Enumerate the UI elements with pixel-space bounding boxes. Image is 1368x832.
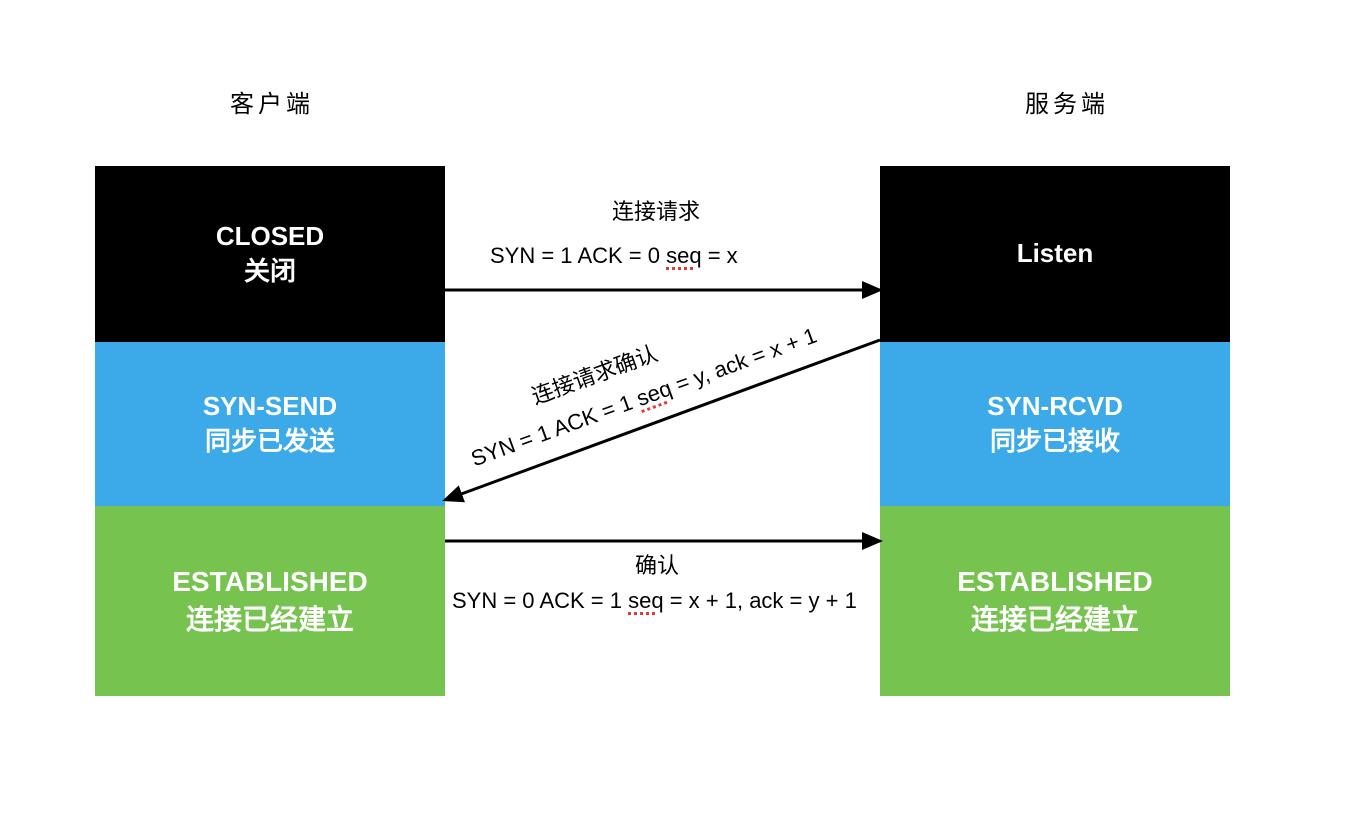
state-label-line2: 同步已接收	[990, 424, 1120, 459]
msg3-detail: SYN = 0 ACK = 1 seq = x + 1, ack = y + 1	[452, 588, 857, 614]
msg3-detail-pre: SYN = 0 ACK = 1	[452, 588, 628, 613]
msg1-detail-pre: SYN = 1 ACK = 0	[490, 243, 666, 268]
arrow-msg2	[445, 340, 880, 500]
msg1-title: 连接请求	[612, 194, 700, 226]
state-label-line1: ESTABLISHED	[172, 563, 368, 601]
msg3-title: 确认	[635, 548, 679, 580]
msg1-detail: SYN = 1 ACK = 0 seq = x	[490, 243, 738, 269]
server-state-listen: Listen	[880, 166, 1230, 342]
state-label-line2: 同步已发送	[205, 424, 335, 459]
state-label-line2: 关闭	[244, 254, 296, 289]
client-state-synsend: SYN-SEND 同步已发送	[95, 342, 445, 506]
msg3-detail-post: = x + 1, ack = y + 1	[664, 588, 857, 613]
state-label-line1: CLOSED	[216, 219, 324, 254]
msg1-seq-word: seq	[666, 243, 701, 268]
client-state-established: ESTABLISHED 连接已经建立	[95, 506, 445, 696]
state-label-line1: Listen	[1017, 236, 1094, 271]
state-label-line1: SYN-RCVD	[987, 389, 1123, 424]
state-label-line2: 连接已经建立	[186, 601, 354, 639]
state-label-line1: SYN-SEND	[203, 389, 337, 424]
msg2-detail-post: = y, ack = x + 1	[666, 323, 820, 399]
msg3-seq-word: seq	[628, 588, 663, 613]
server-state-established: ESTABLISHED 连接已经建立	[880, 506, 1230, 696]
server-header: 服务端	[1025, 84, 1109, 119]
client-header: 客户端	[230, 84, 314, 119]
state-label-line1: ESTABLISHED	[957, 563, 1153, 601]
server-state-synrcvd: SYN-RCVD 同步已接收	[880, 342, 1230, 506]
state-label-line2: 连接已经建立	[971, 601, 1139, 639]
msg1-detail-post: = x	[702, 243, 738, 268]
client-state-closed: CLOSED 关闭	[95, 166, 445, 342]
